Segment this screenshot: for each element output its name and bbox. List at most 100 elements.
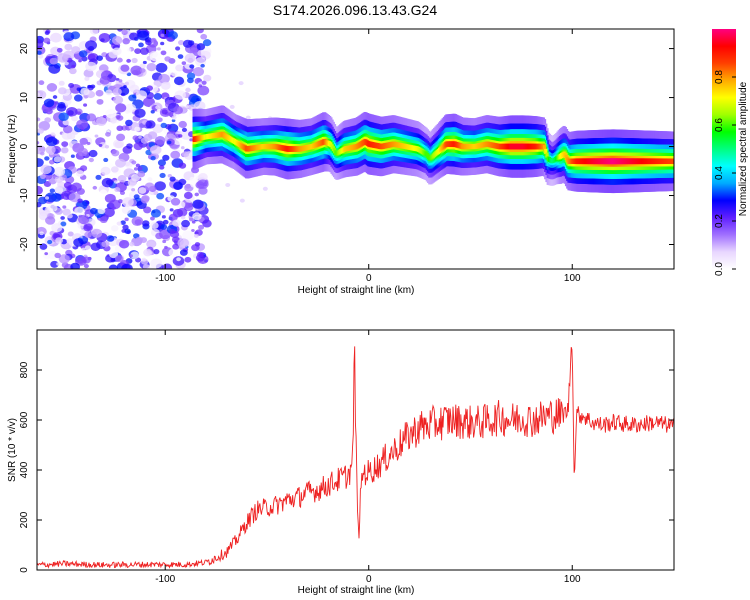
noise-blob xyxy=(186,72,196,80)
noise-blob xyxy=(152,124,164,134)
noise-blob xyxy=(156,47,161,51)
noise-blob xyxy=(99,76,110,85)
noise-blob xyxy=(154,136,166,145)
noise-blob xyxy=(157,159,166,167)
noise-blob xyxy=(49,188,55,193)
noise-blob xyxy=(89,207,98,215)
noise-blob xyxy=(88,157,94,163)
noise-blob xyxy=(156,192,165,200)
noise-blob xyxy=(43,37,51,44)
noise-blob xyxy=(193,233,199,238)
spectrogram-y-tick-label: 20 xyxy=(19,43,30,55)
noise-blob xyxy=(185,87,191,93)
noise-blob xyxy=(141,220,150,227)
spectrogram-y-tick-label: -20 xyxy=(19,237,30,252)
noise-blob xyxy=(154,181,166,191)
noise-blob xyxy=(115,255,124,263)
noise-blob xyxy=(121,263,133,269)
noise-blob xyxy=(142,60,147,65)
snr-series-line xyxy=(37,346,674,569)
noise-blob xyxy=(45,136,58,147)
noise-blob xyxy=(112,87,122,96)
noise-blob xyxy=(78,59,82,63)
noise-blob xyxy=(106,235,115,242)
noise-blob xyxy=(108,250,119,259)
noise-blob xyxy=(47,250,58,260)
noise-blob xyxy=(175,64,184,72)
noise-blob xyxy=(105,89,113,96)
noise-blob xyxy=(84,245,91,251)
noise-blob xyxy=(194,192,200,197)
noise-blob xyxy=(183,191,193,200)
noise-blob xyxy=(62,205,67,209)
noise-blob xyxy=(133,194,140,200)
noise-blob xyxy=(135,257,142,263)
spectrogram-noise-region xyxy=(37,29,273,269)
noise-blob xyxy=(61,141,69,148)
noise-blob xyxy=(113,95,124,105)
noise-blob xyxy=(164,245,168,249)
noise-blob xyxy=(176,207,188,217)
noise-blob xyxy=(40,174,46,180)
noise-blob xyxy=(143,133,153,142)
noise-blob xyxy=(140,196,150,204)
noise-blob xyxy=(134,126,141,132)
noise-blob xyxy=(122,197,134,207)
noise-blob xyxy=(37,117,41,122)
noise-blob xyxy=(68,82,75,88)
colorbar-tick-label: 0.0 xyxy=(714,262,725,276)
noise-blob xyxy=(116,221,122,226)
colorbar: 0.0 0.2 0.4 0.6 0.8 Normalized spectral ampl… xyxy=(712,29,749,276)
noise-blob xyxy=(71,64,76,69)
noise-blob xyxy=(97,207,106,215)
colorbar-ticks: 0.0 0.2 0.4 0.6 0.8 xyxy=(714,70,736,276)
noise-blob xyxy=(178,134,183,138)
noise-blob xyxy=(178,39,185,46)
noise-blob xyxy=(197,251,204,258)
noise-blob xyxy=(155,105,160,110)
spectrogram-frame xyxy=(36,28,675,270)
noise-speck xyxy=(245,115,251,120)
noise-blob xyxy=(171,119,176,123)
noise-blob xyxy=(50,32,62,43)
noise-blob xyxy=(53,156,62,163)
noise-blob xyxy=(167,72,173,76)
noise-blob xyxy=(127,48,132,52)
spectrogram-x-tick-label: 100 xyxy=(564,273,581,284)
snr-y-tick-label: 0 xyxy=(19,567,30,573)
noise-blob xyxy=(160,50,167,56)
noise-blob xyxy=(170,197,181,206)
noise-blob xyxy=(131,188,136,192)
noise-blob xyxy=(70,154,75,158)
noise-blob xyxy=(70,182,82,192)
noise-blob xyxy=(115,158,126,168)
noise-blob xyxy=(95,174,102,180)
noise-blob xyxy=(202,219,212,228)
noise-blob xyxy=(121,125,128,131)
noise-blob xyxy=(155,62,168,73)
noise-blob xyxy=(79,137,88,145)
noise-blob xyxy=(126,58,131,63)
noise-blob xyxy=(194,242,201,247)
noise-blob xyxy=(56,103,67,112)
noise-blob xyxy=(172,219,181,227)
noise-blob xyxy=(95,89,104,97)
noise-blob xyxy=(77,147,89,157)
noise-blob xyxy=(66,213,73,219)
noise-blob xyxy=(98,143,103,147)
noise-blob xyxy=(178,162,187,169)
noise-blob xyxy=(88,149,98,158)
noise-blob xyxy=(37,185,43,195)
noise-blob xyxy=(159,172,166,179)
noise-blob xyxy=(74,94,83,102)
noise-blob xyxy=(148,266,154,269)
noise-blob xyxy=(177,54,184,59)
noise-blob xyxy=(66,238,73,244)
noise-blob xyxy=(87,84,92,89)
noise-blob xyxy=(80,127,85,131)
noise-blob xyxy=(150,155,156,161)
noise-blob xyxy=(150,145,162,155)
noise-blob xyxy=(128,94,137,102)
noise-blob xyxy=(62,125,73,134)
noise-blob xyxy=(162,239,167,244)
